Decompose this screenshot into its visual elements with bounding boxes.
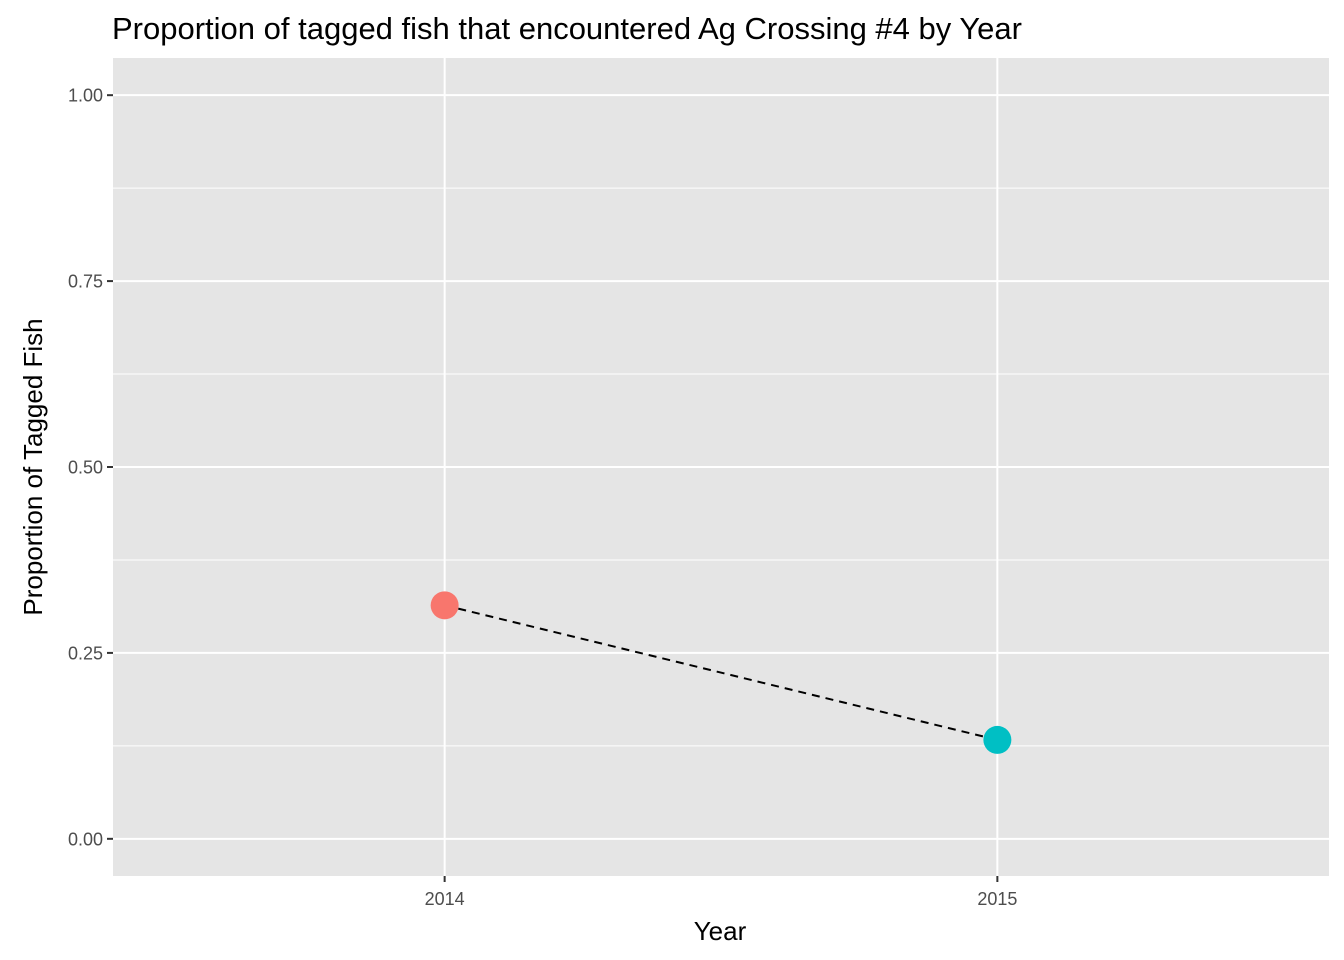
y-tick-label: 0.00: [68, 829, 103, 849]
y-axis: 0.00 0.25 0.50 0.75 1.00: [68, 86, 113, 849]
series-line: [444, 604, 998, 741]
chart-title: Proportion of tagged fish that encounter…: [112, 11, 1022, 46]
x-axis-title: Year: [694, 916, 747, 946]
data-point: [983, 725, 1012, 754]
x-axis: 2014 2015: [425, 876, 1017, 909]
minor-gridlines: [113, 187, 1329, 747]
x-tick-label: 2015: [977, 889, 1017, 909]
y-tick-label: 0.75: [68, 272, 103, 292]
y-tick-label: 1.00: [68, 86, 103, 106]
y-tick-label: 0.25: [68, 643, 103, 663]
x-tick-label: 2014: [425, 889, 465, 909]
y-axis-title: Proportion of Tagged Fish: [18, 318, 48, 615]
data-point: [430, 591, 459, 620]
major-gridlines: [113, 58, 1329, 876]
series-layer: [430, 591, 1012, 754]
y-tick-label: 0.50: [68, 458, 103, 478]
